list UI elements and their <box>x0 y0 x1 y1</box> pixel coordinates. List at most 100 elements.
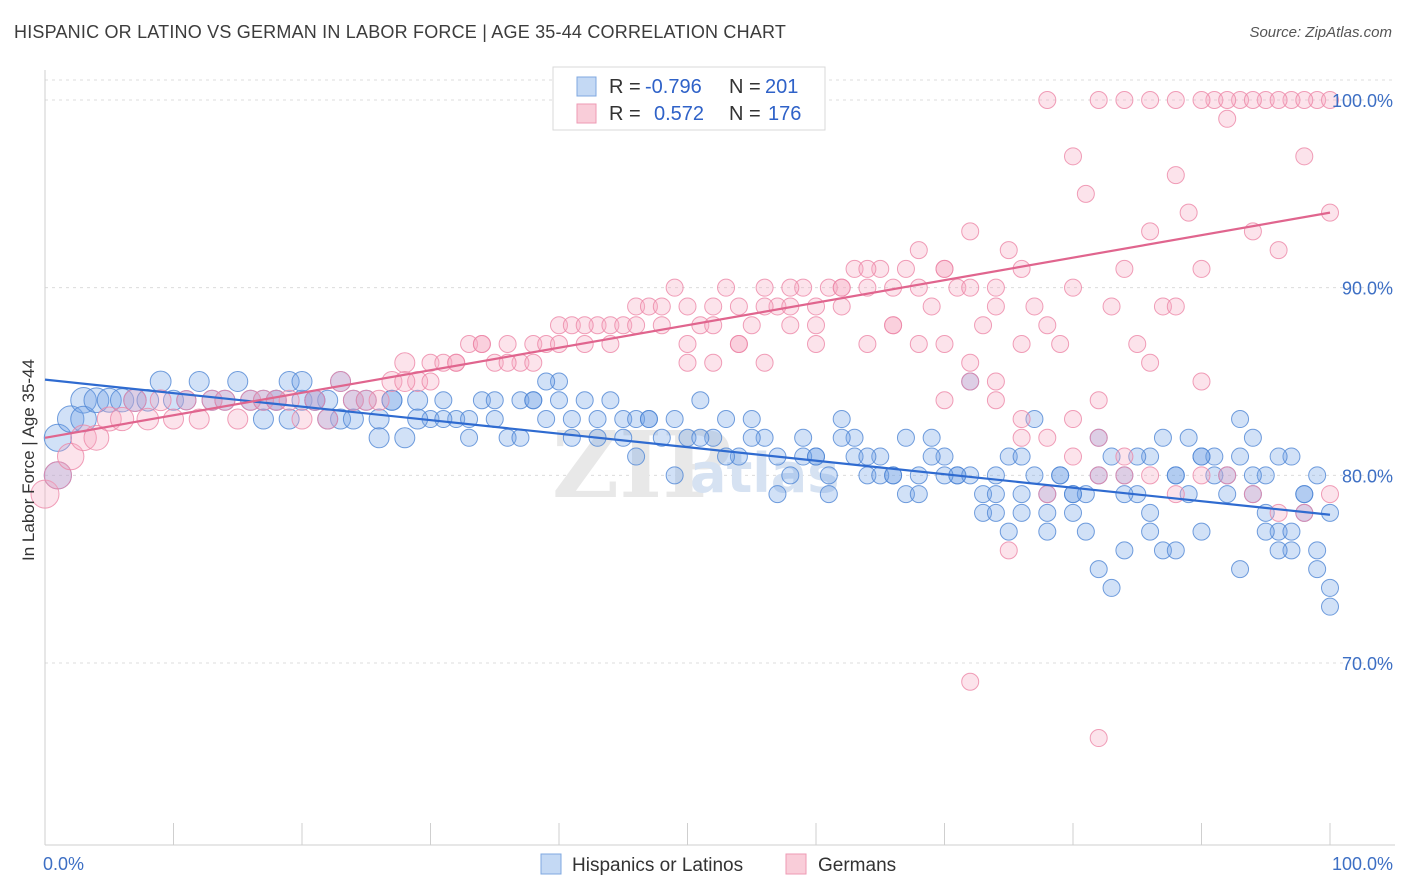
hispanics-point <box>511 391 530 410</box>
hispanics-point <box>537 372 556 391</box>
germans-point <box>575 316 594 335</box>
germans-point <box>1038 485 1057 504</box>
germans-point <box>1256 91 1275 110</box>
germans-point <box>1269 503 1288 522</box>
germans-point <box>935 391 954 410</box>
hispanics-point <box>614 428 633 447</box>
germans-point <box>884 316 903 335</box>
legend-r-value-2: 0.572 <box>654 103 704 125</box>
hispanics-point <box>291 371 313 393</box>
germans-point <box>986 278 1005 297</box>
legend-swatch-pink <box>576 103 597 124</box>
x-tick-label-start: 0.0% <box>43 854 84 874</box>
hispanics-point <box>537 410 556 429</box>
hispanics-point <box>1243 428 1262 447</box>
hispanics-point <box>1102 447 1121 466</box>
legend-r-label-1: R = <box>609 76 641 98</box>
germans-point <box>1308 91 1327 110</box>
hispanics-point <box>368 427 390 449</box>
germans-point <box>447 353 466 372</box>
germans-point <box>342 389 364 411</box>
hispanics-point <box>601 391 620 410</box>
hispanics-point <box>485 410 504 429</box>
hispanics-point <box>717 410 736 429</box>
hispanics-point <box>652 428 671 447</box>
germans-point <box>742 316 761 335</box>
hispanics-point <box>871 447 890 466</box>
germans-point <box>394 352 416 374</box>
hispanics-point <box>1141 503 1160 522</box>
germans-point <box>550 334 568 353</box>
germans-point <box>948 278 967 297</box>
germans-point <box>665 278 684 297</box>
hispanics-point <box>1179 428 1198 447</box>
hispanics-point <box>1141 447 1160 466</box>
germans-point <box>832 278 851 297</box>
bottom-legend-label-hispanics: Hispanics or Latinos <box>572 855 743 876</box>
germans-point <box>1321 91 1339 110</box>
germans-point <box>755 278 774 297</box>
germans-point <box>1166 297 1185 316</box>
legend-r-value-1: -0.796 <box>645 76 702 98</box>
germans-point <box>1012 259 1031 278</box>
germans-point <box>1115 447 1134 466</box>
hispanics-point <box>807 447 825 466</box>
germans-point <box>163 408 184 430</box>
hispanics-point <box>974 503 993 522</box>
germans-point <box>1089 466 1108 485</box>
hispanics-point <box>1205 466 1224 485</box>
germans-point <box>986 297 1005 316</box>
hispanics-point <box>1308 560 1327 579</box>
hispanics-point <box>562 410 581 429</box>
germans-point <box>421 372 440 391</box>
germans-point <box>1012 428 1031 447</box>
germans-point <box>961 278 980 297</box>
germans-point <box>1115 91 1134 110</box>
hispanics-point <box>149 370 172 393</box>
germans-point <box>781 316 800 335</box>
chart-title: HISPANIC OR LATINO VS GERMAN IN LABOR FO… <box>14 22 787 42</box>
hispanics-point <box>974 485 993 504</box>
hispanics-point <box>472 391 491 410</box>
legend-n-value-1: 201 <box>765 76 798 98</box>
hispanics-point <box>1076 522 1095 541</box>
hispanics-point <box>434 410 453 429</box>
hispanics-point <box>1321 597 1339 616</box>
germans-point <box>291 408 313 430</box>
germans-point <box>974 316 993 335</box>
germans-point <box>909 278 928 297</box>
hispanics-point <box>1282 447 1301 466</box>
germans-point <box>1012 410 1031 429</box>
hispanics-point <box>96 387 122 413</box>
germans-point <box>1166 91 1185 110</box>
y-tick-label: 100.0% <box>1332 91 1393 111</box>
hispanics-point <box>1308 466 1327 485</box>
grid-lines <box>45 79 1395 664</box>
hispanics-point <box>588 410 607 429</box>
hispanics-point <box>1012 485 1031 504</box>
germans-point <box>807 316 825 335</box>
hispanics-point <box>278 371 300 393</box>
hispanics-point <box>691 428 710 447</box>
hispanics-point <box>1166 466 1185 485</box>
hispanics-point <box>434 391 453 410</box>
hispanics-point <box>665 466 684 485</box>
bottom-legend-swatch-hispanics <box>540 853 562 875</box>
germans-point <box>1243 485 1262 504</box>
germans-point <box>1295 147 1314 166</box>
hispanics-point <box>999 447 1018 466</box>
hispanics-point <box>1038 503 1057 522</box>
germans-point <box>149 389 172 412</box>
germans-point <box>1038 316 1057 335</box>
hispanics-point <box>1321 578 1339 597</box>
hispanics-point <box>1282 522 1301 541</box>
germans-point <box>1179 203 1198 222</box>
germans-point <box>1076 184 1095 203</box>
x-tick-label-end: 100.0% <box>1332 854 1393 874</box>
hispanics-point <box>768 485 787 504</box>
germans-point <box>909 334 928 353</box>
hispanics-point <box>1231 560 1250 579</box>
germans-point <box>1089 391 1108 410</box>
germans-point <box>652 297 671 316</box>
